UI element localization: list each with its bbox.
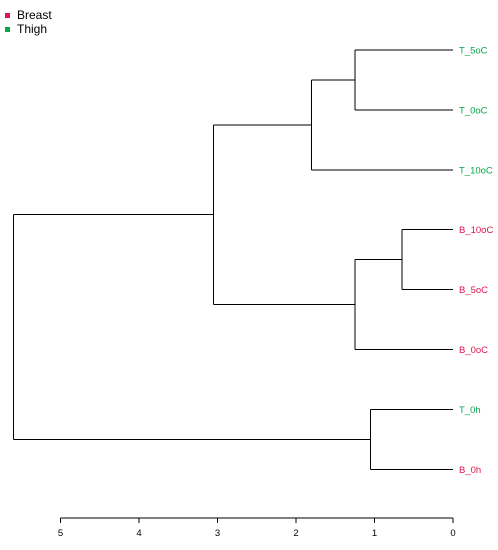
legend-item-thigh: Thigh [5,22,52,36]
x-axis-tick-label: 5 [58,528,63,539]
x-axis-tick-label: 2 [293,528,298,539]
leaf-label: B_0h [459,465,481,476]
x-axis-tick-label: 0 [450,528,455,539]
legend-label-thigh: Thigh [17,22,48,36]
leaf-label: T_10oC [459,165,493,176]
legend-label-breast: Breast [17,8,52,22]
legend-item-breast: Breast [5,8,52,22]
legend-swatch-breast [5,12,10,18]
leaf-label: B_10oC [459,225,493,236]
leaf-label: T_0h [459,405,481,416]
x-axis-tick-label: 3 [215,528,220,539]
x-axis-tick-label: 1 [372,528,377,539]
leaf-label: T_5oC [459,46,488,57]
leaf-label: B_5oC [459,285,488,296]
leaf-label: T_0oC [459,105,488,116]
x-axis-tick-label: 4 [136,528,141,539]
leaf-label: B_0oC [459,345,488,356]
legend: Breast Thigh [5,8,52,36]
leaf-labels: T_5oC T_0oC T_10oC B_10oC B_5oC B_0oC T_0h B_0h [459,46,493,476]
x-axis: 5 4 3 2 1 0 [58,517,456,539]
legend-swatch-thigh [5,26,10,32]
dendrogram-branches [12,49,453,470]
